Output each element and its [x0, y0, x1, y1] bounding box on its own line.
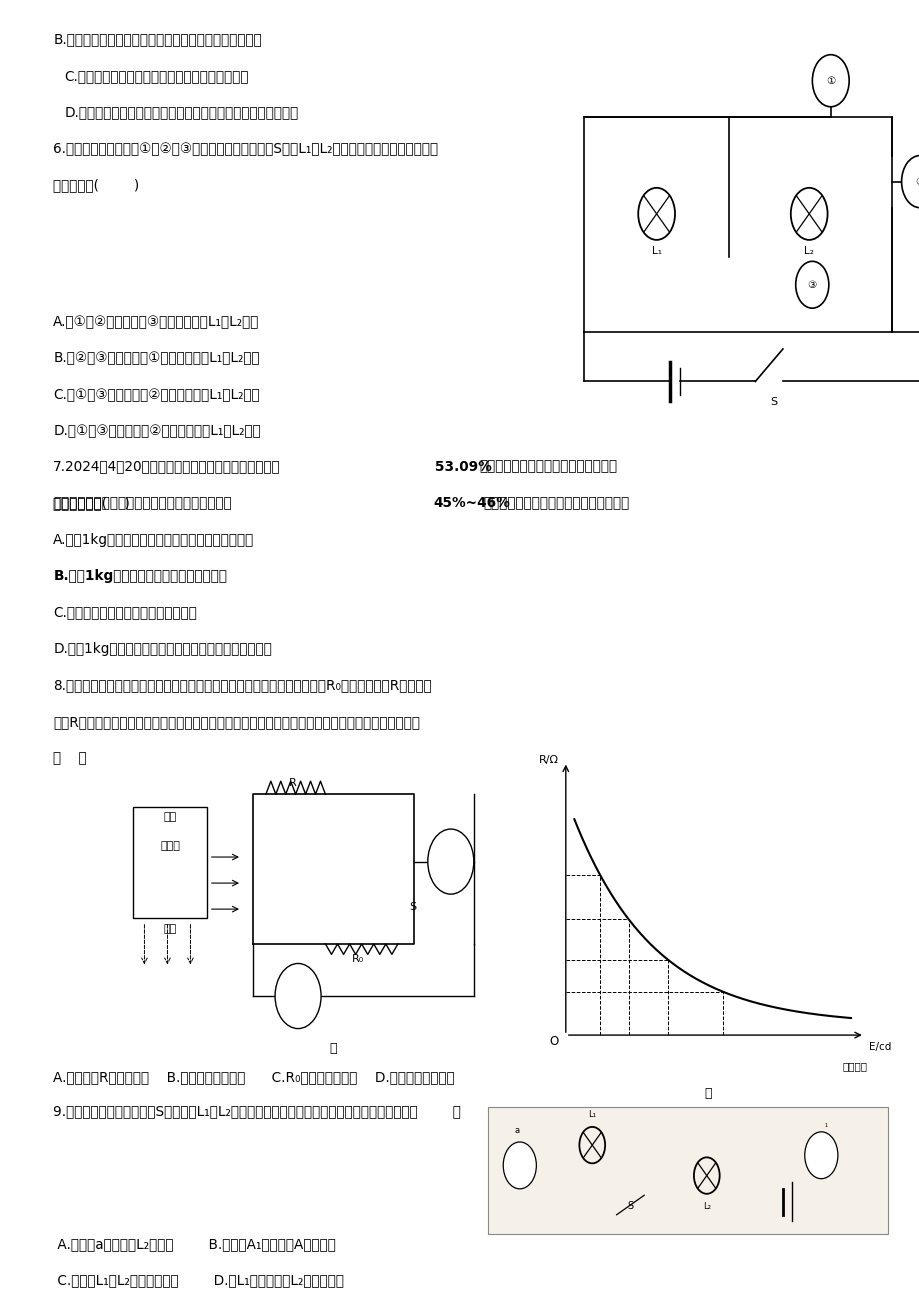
Text: 8.如图甲所示是高铁上烟雾报警器的简化原理图，其中电源电压保持不变，R₀为定值电阻，R为光敏电: 8.如图甲所示是高铁上烟雾报警器的简化原理图，其中电源电压保持不变，R₀为定值电… [53, 678, 432, 693]
Text: 6.如图所示的电路中，①、②、③是三块电表，闭合开关S，灯L₁与L₂都发光，则下列几个选项中判: 6.如图所示的电路中，①、②、③是三块电表，闭合开关S，灯L₁与L₂都发光，则下… [53, 142, 438, 156]
Text: 激光: 激光 [164, 812, 176, 823]
Text: 9.如图所示电路，闭合开关S，小灯泡L₁和L₂均正常发光，两电表都有示数，下列判断正确的是（        ）: 9.如图所示电路，闭合开关S，小灯泡L₁和L₂均正常发光，两电表都有示数，下列判… [53, 1104, 460, 1118]
Text: （    ）: （ ） [53, 751, 87, 766]
Text: 说法正确的是(    ): 说法正确的是( ) [53, 496, 130, 510]
Text: L₂: L₂ [803, 246, 813, 256]
Text: 乙: 乙 [704, 1087, 711, 1100]
Circle shape [275, 963, 321, 1029]
Text: C.若①、③是电压表，②是电流表，则L₁与L₂并联: C.若①、③是电压表，②是电流表，则L₁与L₂并联 [53, 388, 260, 402]
Text: ③: ③ [807, 280, 816, 290]
Text: A: A [817, 1151, 823, 1160]
Circle shape [503, 1142, 536, 1189]
Text: S: S [627, 1200, 633, 1211]
Text: V: V [447, 857, 454, 867]
Text: 断正确的是(        ): 断正确的是( ) [53, 178, 140, 193]
Text: A.电流表a只测量灯L₂的电流        B.电流表A₁的示数比A的示数大: A.电流表a只测量灯L₂的电流 B.电流表A₁的示数比A的示数大 [53, 1237, 335, 1251]
Text: 新了柴油机热效率的世界纪录。与普通柴油机平均: 新了柴油机热效率的世界纪录。与普通柴油机平均 [53, 496, 232, 510]
Text: E/cd: E/cd [868, 1042, 891, 1052]
Text: a: a [514, 1126, 519, 1135]
Text: ₁: ₁ [823, 1120, 826, 1129]
Text: 发生器: 发生器 [160, 841, 180, 852]
Text: 甲: 甲 [329, 1042, 337, 1055]
FancyBboxPatch shape [133, 807, 207, 918]
Text: D.若①、③是电流表，②是电压表，则L₁与L₂并联: D.若①、③是电流表，②是电压表，则L₁与L₂并联 [53, 424, 261, 439]
Text: D.若静电棒带正电，接触圆盘的瞬间，电流方向从圆盘到静电棒: D.若静电棒带正电，接触圆盘的瞬间，电流方向从圆盘到静电棒 [64, 105, 299, 120]
Circle shape [427, 829, 473, 894]
Text: ②: ② [914, 177, 919, 186]
Text: B.纸层向上散开是因为纸层和圆盘带有同种电荷相互排斥: B.纸层向上散开是因为纸层和圆盘带有同种电荷相互排斥 [53, 33, 262, 47]
Circle shape [811, 55, 848, 107]
Text: R/Ω: R/Ω [538, 755, 558, 766]
Text: S: S [409, 901, 416, 911]
Text: L₁: L₁ [587, 1111, 596, 1120]
Text: A.若①、②是电流表，③是电压表，则L₁与L₂串联: A.若①、②是电流表，③是电压表，则L₁与L₂串联 [53, 315, 259, 329]
Text: R₀: R₀ [351, 954, 363, 965]
Circle shape [795, 262, 828, 309]
Text: 45%~46%: 45%~46% [433, 496, 509, 510]
Text: 53.09%: 53.09% [435, 460, 492, 474]
Text: L₂: L₂ [702, 1202, 710, 1211]
Circle shape [804, 1131, 837, 1178]
Text: A.光敏电阻R的阻值减小    B.电流表的示数增大      C.R₀两端的电压增大    D.电压表的示数增大: A.光敏电阻R的阻值减小 B.电流表的示数增大 C.R₀两端的电压增大 D.电压… [53, 1070, 455, 1085]
Text: A: A [294, 991, 301, 1001]
Bar [487, 1107, 887, 1234]
Text: C.小灯泡L₁和L₂组成并联电路        D.灯L₁断路时，灯L₂也不能发光: C.小灯泡L₁和L₂组成并联电路 D.灯L₁断路时，灯L₂也不能发光 [53, 1273, 344, 1288]
Text: 7.2024年4月20日，我国研制的全球首款本体热效率达: 7.2024年4月20日，我国研制的全球首款本体热效率达 [53, 460, 281, 474]
Circle shape [901, 155, 919, 207]
Text: O: O [549, 1035, 558, 1048]
Text: B.若②、③是电流表，①是电压表，则L₁与L₂串联: B.若②、③是电流表，①是电压表，则L₁与L₂串联 [53, 352, 260, 366]
Text: L₁: L₁ [651, 246, 661, 256]
Text: S: S [769, 397, 777, 408]
Text: 的柴油机正式亮相世界内燃机大会，刷: 的柴油机正式亮相世界内燃机大会，刷 [479, 460, 617, 474]
Text: 烟雾: 烟雾 [164, 924, 176, 935]
Text: 光照强度: 光照强度 [842, 1061, 867, 1072]
Text: C.该柴油机工作时消耗的燃料一定更少: C.该柴油机工作时消耗的燃料一定更少 [53, 605, 197, 620]
Text: ①: ① [825, 76, 834, 86]
Text: B.消耗1kg柴油，该柴油机释放的热量更多: B.消耗1kg柴油，该柴油机释放的热量更多 [53, 569, 227, 583]
Text: R: R [289, 777, 297, 788]
Text: A.消耗1kg柴油，该柴油机内能转化为的机械能更多: A.消耗1kg柴油，该柴油机内能转化为的机械能更多 [53, 533, 255, 547]
Text: A: A [516, 1161, 522, 1170]
Text: 阻，R的阻值与光照强度的关系如图乙所示。当射向光敏电阻的激光被烟雾遮挡时，下列说法正确的是: 阻，R的阻值与光照强度的关系如图乙所示。当射向光敏电阻的激光被烟雾遮挡时，下列说… [53, 715, 420, 729]
Text: 的热效率水平相比，下列关于该款柴油机: 的热效率水平相比，下列关于该款柴油机 [482, 496, 629, 510]
Text: C.纸层向上散开是因为带电物体可以吸引轻小物体: C.纸层向上散开是因为带电物体可以吸引轻小物体 [64, 69, 249, 83]
Text: D.消耗1kg柴油，该柴油机由于摩擦损失的能量一定更少: D.消耗1kg柴油，该柴油机由于摩擦损失的能量一定更少 [53, 642, 272, 656]
